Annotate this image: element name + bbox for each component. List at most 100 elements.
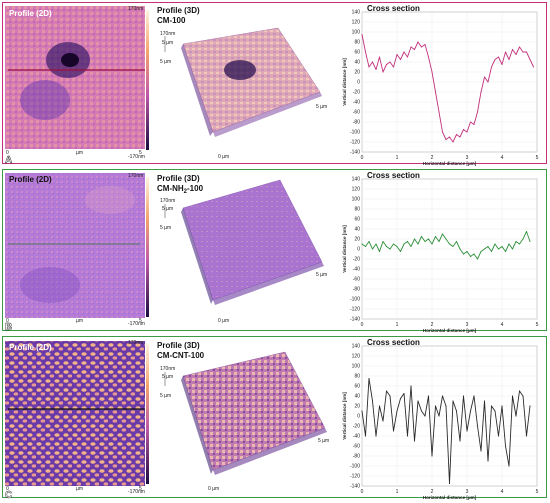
x-tick-label: 2 bbox=[431, 155, 434, 161]
data-point bbox=[364, 435, 367, 437]
y-tick-label: -100 bbox=[350, 130, 360, 136]
y-tick-label: 0 bbox=[357, 414, 360, 420]
data-point bbox=[445, 138, 447, 141]
data-point bbox=[417, 400, 419, 402]
data-point bbox=[413, 48, 416, 51]
data-point bbox=[375, 243, 377, 245]
panel-label-c: C bbox=[5, 490, 12, 501]
y-tick-label: 20 bbox=[354, 237, 360, 243]
data-point bbox=[522, 51, 524, 53]
y-tick-label: 140 bbox=[352, 344, 361, 350]
data-point bbox=[473, 123, 475, 126]
data-point bbox=[424, 43, 426, 46]
data-point bbox=[529, 240, 531, 243]
data-point bbox=[441, 131, 444, 133]
data-point bbox=[427, 395, 430, 397]
chart-title: Cross section bbox=[367, 338, 420, 347]
data-point bbox=[483, 248, 486, 250]
y-tick-label: 80 bbox=[354, 374, 360, 380]
x-tick-label: 2 bbox=[431, 489, 434, 495]
data-point bbox=[508, 465, 510, 467]
profile2d-title-b: Profile (2D) bbox=[9, 175, 52, 184]
data-point bbox=[368, 377, 370, 380]
data-point bbox=[448, 243, 451, 245]
data-point bbox=[466, 430, 468, 432]
y-tick-label: 40 bbox=[354, 60, 360, 66]
data-point bbox=[504, 51, 507, 53]
z-label-3d-a: 170nm bbox=[160, 31, 175, 37]
data-point bbox=[368, 66, 370, 68]
data-point bbox=[473, 253, 475, 255]
y-tick-label: 0 bbox=[357, 80, 360, 86]
x-tick-label: 5 bbox=[536, 489, 539, 495]
data-point bbox=[445, 405, 447, 407]
data-point bbox=[529, 405, 531, 407]
data-point bbox=[396, 410, 398, 412]
data-point bbox=[483, 400, 486, 402]
panel-b-3d: Profile (3D) CM-NH2-100 170nm 5 µm 5 µm … bbox=[157, 174, 327, 324]
data-point bbox=[518, 46, 521, 48]
x-start-3d-c: 0 µm bbox=[208, 486, 219, 492]
panel-c bbox=[2, 336, 547, 498]
cross-section-chart-1: 140120100806040200-20-40-60-80-100-120-1… bbox=[342, 171, 539, 333]
x-tick-label: 4 bbox=[501, 489, 504, 495]
data-point bbox=[431, 243, 433, 245]
y-tick-label: -120 bbox=[350, 474, 360, 480]
y-tick-label: 80 bbox=[354, 207, 360, 213]
data-point bbox=[382, 240, 384, 243]
data-point bbox=[494, 410, 496, 412]
y-tick-label: 100 bbox=[352, 30, 361, 36]
data-point bbox=[511, 248, 514, 250]
data-point bbox=[403, 51, 405, 53]
data-point bbox=[385, 63, 388, 66]
data-point bbox=[487, 245, 489, 248]
z-scale-bar-a bbox=[146, 10, 149, 150]
data-point bbox=[434, 235, 437, 238]
data-point bbox=[406, 56, 409, 58]
profile3d-title-b: Profile (3D) bbox=[157, 174, 200, 183]
y-tick-label: -100 bbox=[350, 464, 360, 470]
panel-label-b: B bbox=[5, 322, 12, 333]
data-point bbox=[392, 243, 395, 245]
cross-section-chart-0: 140120100806040200-20-40-60-80-100-120-1… bbox=[342, 4, 539, 166]
y-tick-label: -60 bbox=[353, 277, 360, 283]
data-point bbox=[382, 71, 384, 73]
data-point bbox=[389, 395, 391, 397]
data-point bbox=[515, 53, 517, 56]
y-tick-label: -140 bbox=[350, 150, 360, 156]
y-tick-label: -120 bbox=[350, 140, 360, 146]
x-axis-label: Horizontal distance [µm] bbox=[423, 495, 477, 500]
data-point bbox=[410, 46, 412, 48]
x-tick-label: 3 bbox=[466, 322, 469, 328]
x-start-b: 0 bbox=[6, 318, 9, 324]
data-point bbox=[532, 66, 535, 68]
y-tick-label: 20 bbox=[354, 404, 360, 410]
data-point bbox=[462, 128, 465, 131]
data-point bbox=[525, 435, 528, 437]
series-line bbox=[361, 34, 534, 143]
data-point bbox=[504, 445, 507, 447]
data-point bbox=[497, 56, 500, 58]
data-point bbox=[459, 440, 461, 442]
data-point bbox=[371, 400, 374, 402]
afm-2d-image-c bbox=[5, 341, 145, 486]
data-point bbox=[417, 41, 419, 43]
y-tick-label: 140 bbox=[352, 177, 361, 183]
data-point bbox=[494, 243, 496, 245]
data-point bbox=[529, 58, 531, 61]
y-tick-label: 40 bbox=[354, 227, 360, 233]
data-point bbox=[434, 91, 437, 93]
data-point bbox=[525, 51, 528, 53]
data-point bbox=[389, 248, 391, 250]
data-point bbox=[396, 245, 398, 248]
data-point bbox=[438, 415, 440, 417]
data-point bbox=[518, 243, 521, 245]
afm-2d-image-b bbox=[5, 173, 145, 318]
data-point bbox=[413, 440, 416, 442]
data-point bbox=[438, 111, 440, 113]
panel-a-3d: Profile (3D) CM-100 170nm 5 µm 5 µm 0 µm… bbox=[157, 6, 327, 160]
x-end-b: 5 bbox=[139, 318, 142, 324]
data-point bbox=[501, 63, 503, 66]
data-point bbox=[403, 392, 405, 395]
chart-title: Cross section bbox=[367, 4, 420, 13]
